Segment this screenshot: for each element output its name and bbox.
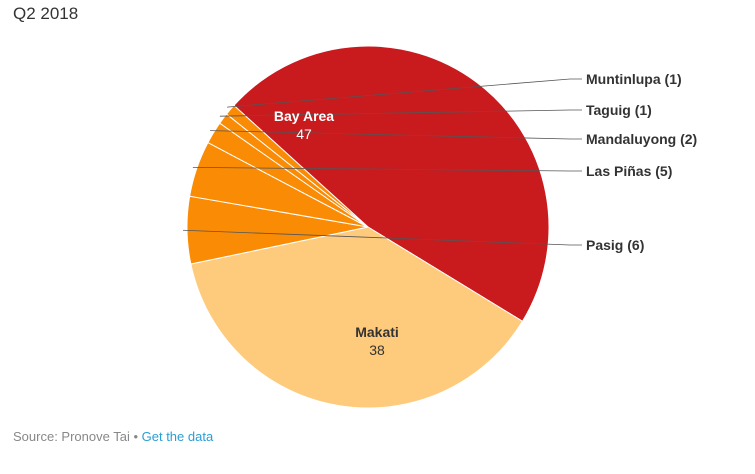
slice-label: Mandaluyong (2) bbox=[586, 131, 697, 147]
slice-label: Muntinlupa (1) bbox=[586, 71, 682, 87]
slice-value: 47 bbox=[296, 126, 312, 142]
footer: Source: Pronove Tai • Get the data bbox=[13, 429, 213, 444]
leader-line bbox=[192, 166, 582, 172]
leader-line bbox=[227, 78, 582, 108]
leader-line bbox=[210, 130, 582, 140]
leader-line bbox=[183, 229, 582, 246]
get-the-data-link[interactable]: Get the data bbox=[141, 429, 214, 444]
slice-label: Taguig (1) bbox=[586, 102, 652, 118]
separator: • bbox=[129, 429, 142, 444]
slice-label: Makati bbox=[355, 324, 399, 340]
slice-label: Pasig (6) bbox=[586, 237, 644, 253]
slice-label: Las Piñas (5) bbox=[586, 163, 672, 179]
chart-title: Q2 2018 bbox=[13, 4, 79, 23]
pie-slice-makati[interactable] bbox=[190, 226, 524, 409]
slice-value: 38 bbox=[369, 342, 385, 358]
slice-label: Bay Area bbox=[274, 108, 334, 124]
source-text: Source: Pronove Tai bbox=[13, 429, 130, 444]
leader-line bbox=[219, 109, 582, 117]
pie-slice-muntinlupa[interactable] bbox=[225, 104, 369, 228]
